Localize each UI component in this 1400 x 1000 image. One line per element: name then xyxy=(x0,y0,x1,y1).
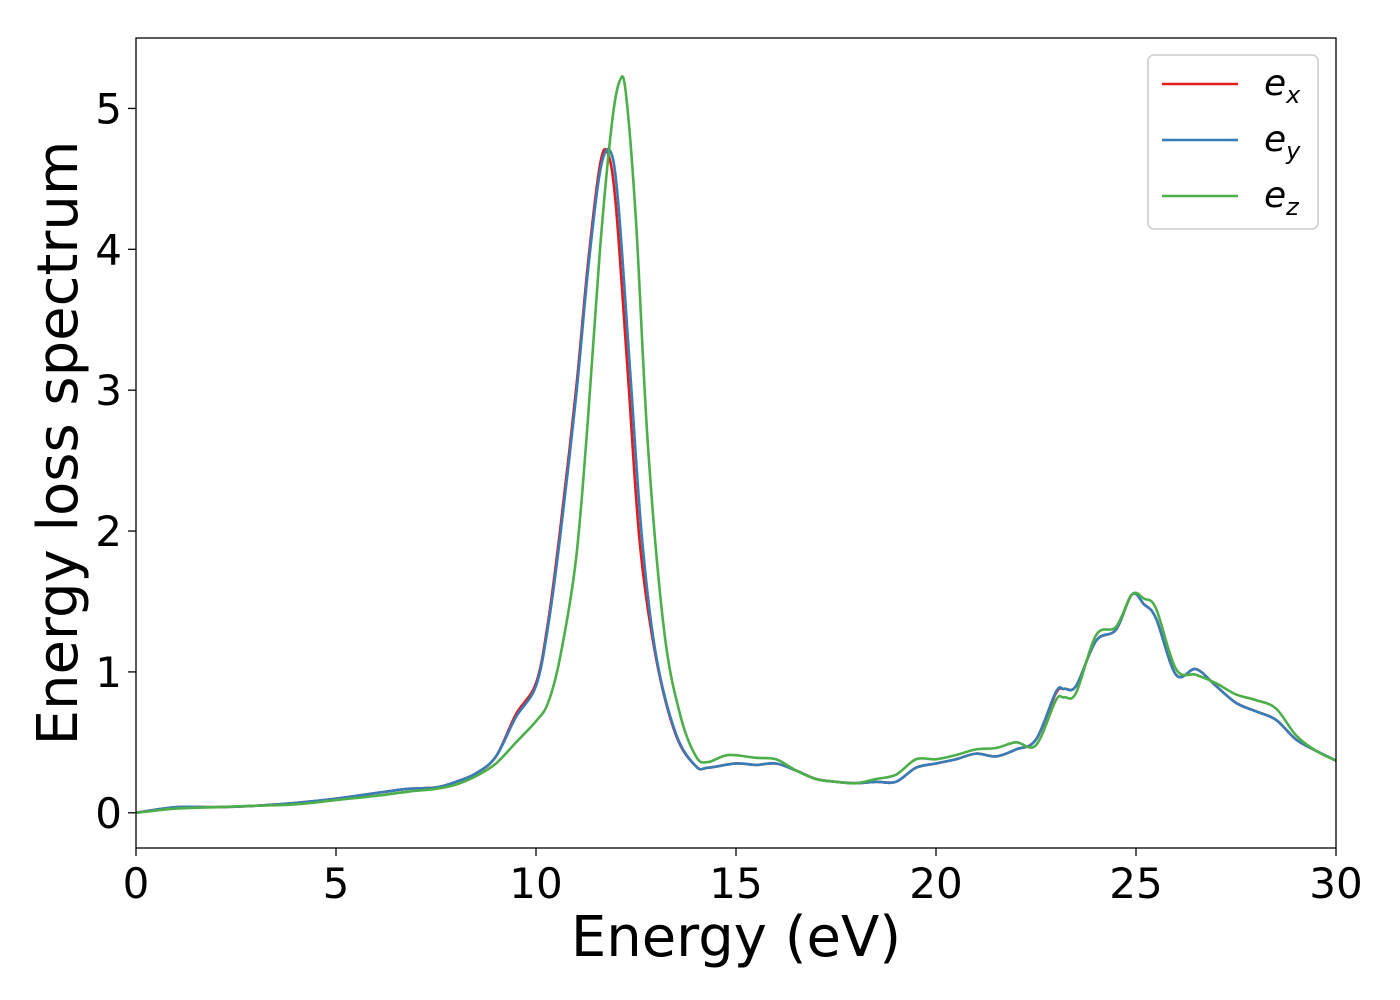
series-layer xyxy=(136,75,1336,815)
y-tick-label: 0 xyxy=(95,789,122,838)
series-line-y xyxy=(136,147,1336,815)
x-tick-label: 20 xyxy=(909,859,962,908)
x-tick-label: 5 xyxy=(323,859,350,908)
y-tick-label: 2 xyxy=(95,507,122,556)
x-axis-title: Energy (eV) xyxy=(571,905,901,970)
y-tick-label: 5 xyxy=(95,84,122,133)
legend-box xyxy=(1147,54,1319,230)
x-tick-label: 30 xyxy=(1309,859,1362,908)
y-tick-label: 1 xyxy=(95,648,122,697)
x-tick-label: 25 xyxy=(1109,859,1162,908)
x-tick-label: 10 xyxy=(509,859,562,908)
x-tick-label: 15 xyxy=(709,859,762,908)
x-tick-label: 0 xyxy=(123,859,150,908)
series-line-x xyxy=(136,147,1336,815)
y-axis: 0 1 2 3 4 5 xyxy=(95,84,136,838)
y-tick-label: 4 xyxy=(95,225,122,274)
x-axis: 0 5 10 15 20 25 30 xyxy=(123,848,1363,908)
y-tick-label: 3 xyxy=(95,366,122,415)
y-axis-title: Energy loss spectrum xyxy=(26,141,91,746)
series-line-z xyxy=(136,75,1336,815)
